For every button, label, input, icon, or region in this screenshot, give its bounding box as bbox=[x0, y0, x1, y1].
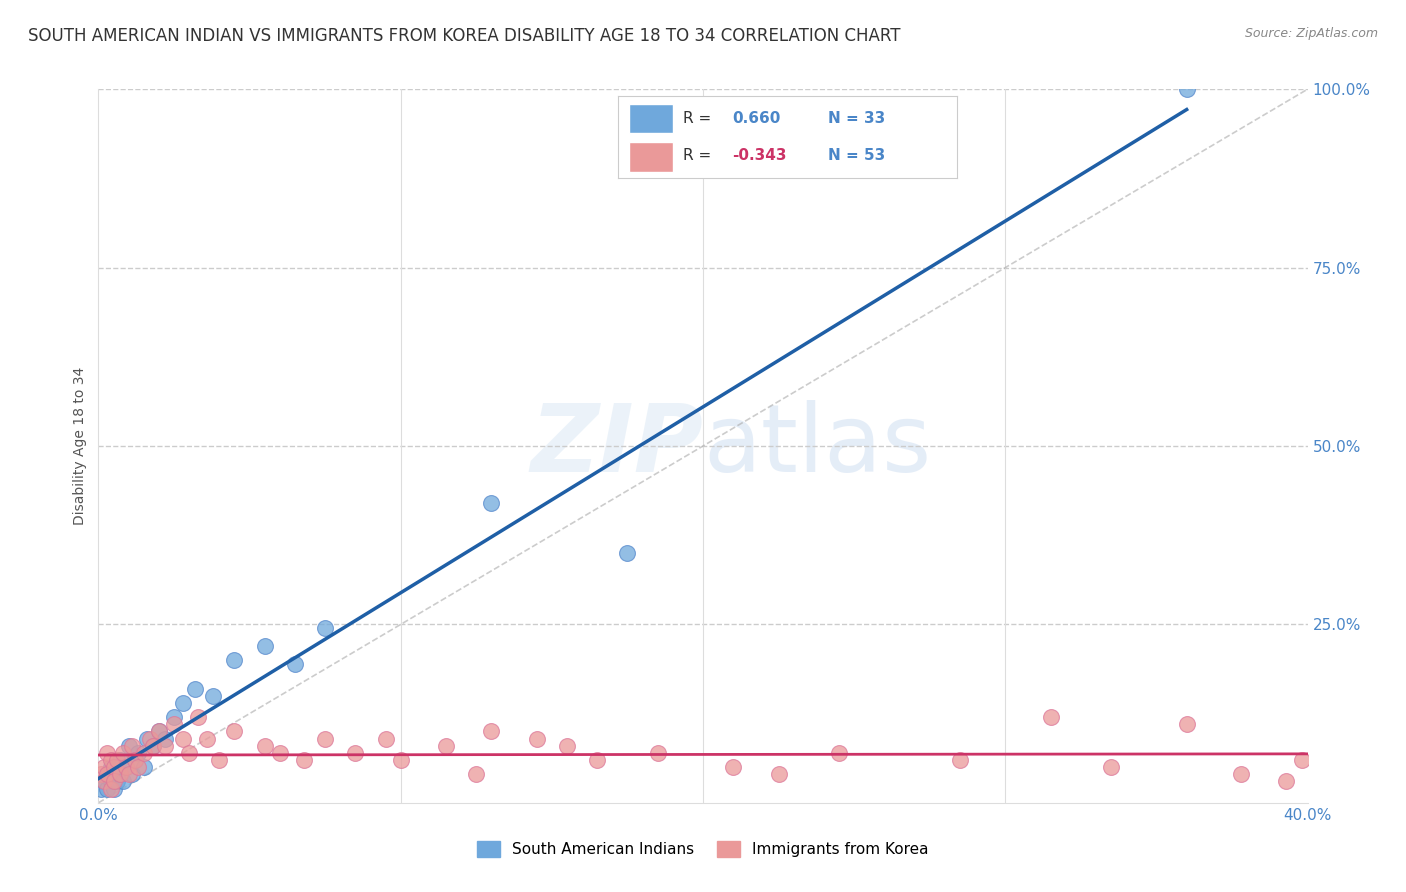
Point bbox=[103, 774, 125, 789]
Point bbox=[139, 731, 162, 746]
Point bbox=[114, 760, 136, 774]
Point bbox=[96, 767, 118, 781]
Point bbox=[284, 657, 307, 671]
Point bbox=[148, 724, 170, 739]
Point bbox=[269, 746, 291, 760]
Point bbox=[135, 731, 157, 746]
Point bbox=[253, 639, 276, 653]
Point bbox=[949, 753, 972, 767]
Point bbox=[105, 774, 128, 789]
Point bbox=[1175, 717, 1198, 731]
Point bbox=[314, 731, 336, 746]
Point bbox=[127, 760, 149, 774]
Point bbox=[163, 717, 186, 731]
Point bbox=[100, 774, 122, 789]
Point bbox=[96, 746, 118, 760]
Point bbox=[93, 774, 115, 789]
Point bbox=[647, 746, 669, 760]
Point bbox=[481, 496, 503, 510]
Point bbox=[224, 724, 246, 739]
Point bbox=[172, 731, 194, 746]
Point bbox=[172, 696, 194, 710]
Point bbox=[108, 767, 131, 781]
Point bbox=[105, 753, 128, 767]
Point bbox=[434, 739, 457, 753]
Point bbox=[127, 746, 149, 760]
Point bbox=[184, 681, 207, 696]
Point bbox=[96, 781, 118, 796]
Point bbox=[389, 753, 412, 767]
Point bbox=[93, 760, 115, 774]
Point bbox=[142, 739, 165, 753]
Point bbox=[616, 546, 638, 560]
Point bbox=[148, 724, 170, 739]
Text: Source: ZipAtlas.com: Source: ZipAtlas.com bbox=[1244, 27, 1378, 40]
Point bbox=[121, 739, 143, 753]
Point bbox=[1039, 710, 1062, 724]
Point bbox=[555, 739, 578, 753]
Point bbox=[96, 767, 118, 781]
Point bbox=[253, 739, 276, 753]
Point bbox=[103, 760, 125, 774]
Text: SOUTH AMERICAN INDIAN VS IMMIGRANTS FROM KOREA DISABILITY AGE 18 TO 34 CORRELATI: SOUTH AMERICAN INDIAN VS IMMIGRANTS FROM… bbox=[28, 27, 901, 45]
Point bbox=[153, 731, 176, 746]
Point bbox=[153, 739, 176, 753]
Point bbox=[208, 753, 231, 767]
Text: ZIP: ZIP bbox=[530, 400, 703, 492]
Text: atlas: atlas bbox=[703, 400, 931, 492]
Point bbox=[177, 746, 201, 760]
Point bbox=[124, 753, 146, 767]
Point bbox=[132, 746, 155, 760]
Point bbox=[108, 767, 131, 781]
Point bbox=[103, 781, 125, 796]
Point bbox=[465, 767, 488, 781]
Point bbox=[121, 767, 143, 781]
Point bbox=[111, 774, 134, 789]
Point bbox=[100, 781, 122, 796]
Point bbox=[224, 653, 246, 667]
Point bbox=[1291, 753, 1313, 767]
Point bbox=[1275, 774, 1298, 789]
Point bbox=[202, 689, 225, 703]
Point bbox=[1230, 767, 1253, 781]
Point bbox=[481, 724, 503, 739]
Point bbox=[721, 760, 744, 774]
Point bbox=[108, 753, 131, 767]
Point bbox=[142, 739, 165, 753]
Point bbox=[93, 774, 115, 789]
Point bbox=[90, 781, 112, 796]
Point bbox=[163, 710, 186, 724]
Y-axis label: Disability Age 18 to 34: Disability Age 18 to 34 bbox=[73, 367, 87, 525]
Point bbox=[103, 767, 125, 781]
Point bbox=[586, 753, 609, 767]
Point bbox=[100, 753, 122, 767]
Point bbox=[768, 767, 790, 781]
Point bbox=[187, 710, 209, 724]
Point bbox=[526, 731, 548, 746]
Point bbox=[132, 760, 155, 774]
Point bbox=[118, 767, 141, 781]
Point bbox=[374, 731, 396, 746]
Point bbox=[100, 760, 122, 774]
Point bbox=[114, 760, 136, 774]
Legend: South American Indians, Immigrants from Korea: South American Indians, Immigrants from … bbox=[471, 835, 935, 863]
Point bbox=[118, 739, 141, 753]
Point bbox=[828, 746, 851, 760]
Point bbox=[292, 753, 315, 767]
Point bbox=[314, 621, 336, 635]
Point bbox=[90, 767, 112, 781]
Point bbox=[195, 731, 218, 746]
Point bbox=[1099, 760, 1122, 774]
Point bbox=[1175, 82, 1198, 96]
Point bbox=[344, 746, 367, 760]
Point bbox=[124, 753, 146, 767]
Point bbox=[111, 746, 134, 760]
